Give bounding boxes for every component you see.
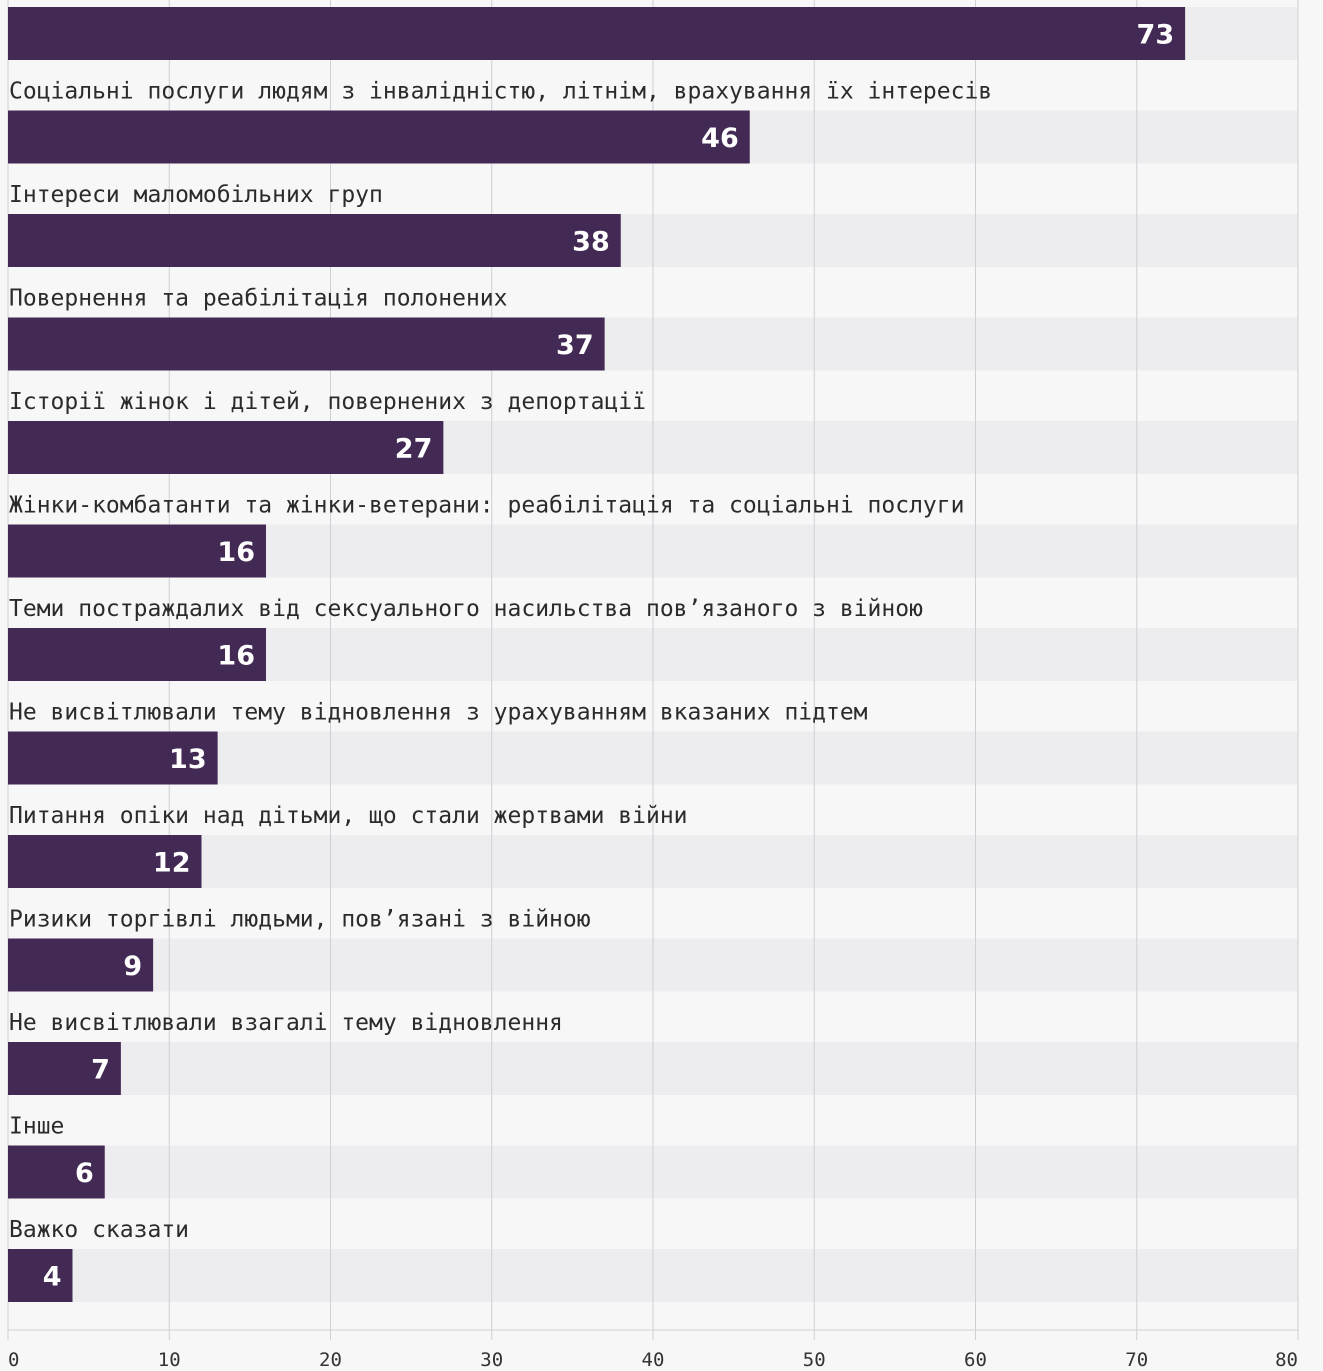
- bar: [8, 214, 621, 267]
- bar: [8, 110, 750, 164]
- x-tick-label: 10: [158, 1349, 181, 1371]
- category-label: Історії жінок і дітей, повернених з депо…: [9, 389, 646, 415]
- value-labels: 73 46 38 37 27 16 16 13 12 9 7 6 4: [43, 20, 1174, 1293]
- bar: [8, 628, 266, 681]
- category-label: Інтереси маломобільних груп: [9, 182, 383, 208]
- category-label: Повернення та реабілітація полонених: [9, 286, 508, 312]
- bar: [8, 1249, 73, 1302]
- x-tick-label: 0: [8, 1349, 19, 1371]
- category-labels: Соціальні послуги людям з інвалідністю, …: [9, 79, 992, 1244]
- bar-value-label: 13: [169, 744, 207, 775]
- bar: [8, 524, 266, 578]
- bar-value-label: 27: [395, 434, 433, 465]
- x-tick-label: 70: [1125, 1349, 1148, 1371]
- bar-value-label: 38: [572, 227, 610, 258]
- category-label: Не висвітлювали взагалі тему відновлення: [9, 1010, 563, 1036]
- bar: [8, 938, 154, 992]
- bar: [8, 1145, 105, 1199]
- bar: [8, 7, 1186, 60]
- category-label: Соціальні послуги людям з інвалідністю, …: [9, 79, 992, 105]
- x-tick-label: 40: [642, 1349, 665, 1371]
- category-label: Жінки-комбатанти та жінки-ветерани: реаб…: [9, 493, 964, 519]
- bar-value-label: 12: [153, 848, 191, 879]
- x-axis: 0 10 20 30 40 50 60 70 80: [8, 1329, 1298, 1371]
- bar-value-label: 73: [1137, 20, 1175, 51]
- bar: [8, 1042, 121, 1095]
- x-tick-label: 30: [480, 1349, 503, 1371]
- category-label: Інше: [9, 1114, 64, 1140]
- bars: [8, 7, 1186, 1302]
- bar-value-label: 37: [556, 330, 594, 361]
- bar: [8, 317, 605, 371]
- bar-value-label: 46: [701, 123, 739, 154]
- bar-value-label: 16: [217, 641, 255, 672]
- bar: [8, 835, 202, 888]
- bar-value-label: 6: [75, 1158, 94, 1189]
- category-label: Теми постраждалих від сексуального насил…: [9, 596, 923, 622]
- x-tick-label: 50: [803, 1349, 826, 1371]
- category-label: Важко сказати: [9, 1217, 189, 1243]
- bar-value-label: 4: [43, 1262, 62, 1293]
- category-label: Не висвітлювали тему відновлення з ураху…: [9, 700, 868, 726]
- bar-value-label: 9: [123, 951, 142, 982]
- bar: [8, 421, 444, 474]
- category-label: Ризики торгівлі людьми, пов’язані з війн…: [9, 907, 591, 933]
- bar-value-label: 7: [91, 1055, 110, 1086]
- x-tick-label: 60: [964, 1349, 987, 1371]
- category-label: Питання опіки над дітьми, що стали жертв…: [9, 803, 688, 829]
- x-tick-label: 80: [1275, 1349, 1298, 1371]
- bar: [8, 731, 218, 785]
- bar-value-label: 16: [217, 537, 255, 568]
- x-tick-label: 20: [319, 1349, 342, 1371]
